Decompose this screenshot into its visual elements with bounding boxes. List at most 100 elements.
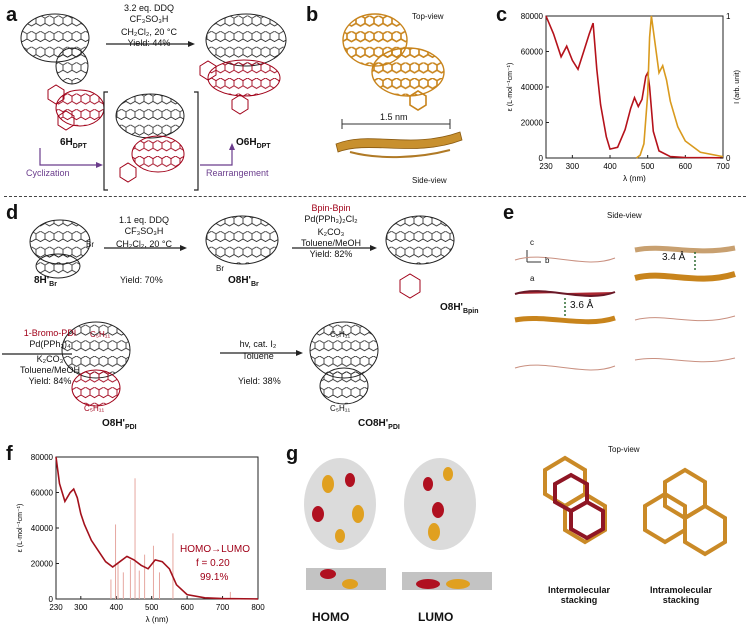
panel-e-axis-c: c [530, 238, 534, 247]
label-alkyl-1: C₅H₁₁ [90, 330, 111, 339]
name-6h: 6H [60, 137, 73, 148]
label-o8h-br: O8H'Br [228, 275, 259, 288]
label-o6h-dpt: O6HDPT [236, 137, 271, 150]
panel-a-structures [20, 13, 287, 191]
x-tick-label: 300 [566, 162, 580, 171]
cond-d2-1: Pd(PPh₃)₂Cl₂ [304, 214, 358, 224]
panel-d-r4: hv, cat. I₂ Toluene [218, 338, 298, 362]
label-co8h-pdi: CO8H'PDI [358, 418, 400, 431]
panel-e-side-view-label: Side-view [607, 211, 642, 220]
x-tick-label: 230 [49, 603, 63, 612]
cond-a-2: CF₃SO₃H [129, 14, 169, 24]
sub-co8h-pdi: PDI [388, 424, 400, 431]
homo-orbital [304, 458, 386, 590]
name-o8h-bpin: O8H' [440, 302, 463, 313]
panel-g-orbitals [304, 458, 492, 590]
panel-d-r1: 1.1 eq. DDQ CF₃SO₃H CH₂Cl₂, 20 °C [104, 215, 184, 250]
panel-f-annot-3: 99.1% [200, 572, 229, 583]
cond-d3-3: Toluene/MeOH [19, 365, 81, 375]
label-o8h-bpin: O8H'Bpin [440, 302, 479, 315]
cond-a-4: Yield: 44% [127, 38, 171, 48]
cond-d4-2: Toluene [242, 351, 274, 361]
y-tick-label: 0 [49, 595, 54, 604]
label-lumo: LUMO [418, 610, 454, 624]
y-tick-label: 80000 [31, 453, 54, 462]
x-tick-label: 600 [679, 162, 693, 171]
molecule-intermediate [103, 91, 199, 191]
label-8h-br: 8H'Br [34, 275, 57, 288]
label-br-1: Br [86, 240, 94, 249]
panel-e-axis-b: b [545, 256, 550, 265]
x-axis-label: λ (nm) [146, 615, 169, 624]
cond-d4-1: hv, cat. I₂ [239, 339, 277, 349]
panel-d-r2: Bpin-Bpin Pd(PPh₃)₂Cl₂ K₂CO₃ Toluene/MeO… [286, 203, 376, 260]
label-6h-dpt: 6HDPT [60, 137, 87, 150]
panel-e-distance-1: 3.4 Å [662, 252, 686, 263]
cond-d1-3: CH₂Cl₂, 20 °C [115, 239, 173, 249]
x-tick-label: 500 [145, 603, 159, 612]
yield-d2: Yield: 82% [309, 249, 353, 259]
yield-d4: Yield: 38% [238, 376, 281, 386]
label-homo: HOMO [312, 610, 350, 624]
name-o6h: O6H [236, 137, 257, 148]
section-divider [4, 196, 746, 197]
y-tick-label: 20000 [31, 560, 54, 569]
label-alkyl-3: C₅H₁₁ [330, 330, 351, 339]
panel-label-e: e [503, 202, 515, 224]
panel-b-structure [335, 13, 463, 159]
lumo-orbital [402, 458, 492, 590]
sub-o8h-bpin: Bpin [462, 308, 479, 315]
panel-e-structure [514, 245, 736, 557]
panel-label-a: a [6, 4, 18, 26]
yield-d1: Yield: 70% [120, 275, 163, 285]
cond-d1-1: 1.1 eq. DDQ [118, 215, 170, 225]
cond-d1-2: CF₃SO₃H [124, 226, 164, 236]
x-tick-label: 230 [539, 162, 553, 171]
panel-d-r3: 1-Bromo-PDI Pd(PPh₃)₄ K₂CO₃ Toluene/MeOH… [10, 328, 90, 387]
panel-e-distance-2: 3.6 Å [570, 300, 594, 311]
label-br-2: Br [216, 264, 224, 273]
cond-d3-1: Pd(PPh₃)₄ [29, 339, 71, 349]
cond-d3-2: K₂CO₃ [36, 354, 64, 364]
sub-6h: DPT [72, 143, 87, 150]
panel-label-f: f [6, 443, 13, 465]
panel-label-g: g [286, 443, 299, 465]
y2-tick-label: 1 [726, 12, 731, 21]
panel-b-side-view-label: Side-view [412, 176, 447, 185]
label-alkyl-2: C₅H₁₁ [84, 404, 105, 413]
sub-8h-br: Br [49, 281, 57, 288]
sub-o6h: DPT [256, 143, 271, 150]
sub-o8h-br: Br [250, 281, 259, 288]
panel-f-annot-1: HOMO→LUMO [180, 544, 250, 555]
cond-d2-2: K₂CO₃ [317, 227, 345, 237]
panel-d-structures [2, 215, 455, 407]
molecule-o6h-dpt [199, 13, 287, 115]
y-tick-label: 80000 [521, 12, 544, 21]
panel-e-inter-label: Intermolecular stacking [547, 585, 611, 605]
series-line-0 [55, 456, 259, 600]
panel-label-b: b [306, 4, 319, 26]
panel-e-intra-label: Intramolecular stacking [649, 585, 713, 605]
panel-e-top-view-label: Top-view [608, 445, 640, 454]
y-tick-label: 40000 [521, 83, 544, 92]
series-line-1 [635, 15, 724, 159]
y-axis-label: ε (L·mol⁻¹cm⁻¹) [507, 63, 514, 112]
x-tick-label: 400 [603, 162, 617, 171]
name-o8h-br: O8H' [228, 275, 251, 286]
label-rearrangement: Rearrangement [206, 168, 269, 178]
x-tick-label: 700 [716, 162, 730, 171]
reagent-d3: 1-Bromo-PDI [23, 328, 77, 338]
y-tick-label: 40000 [31, 524, 54, 533]
molecule-6h-dpt [20, 13, 105, 131]
plot-frame [545, 15, 724, 159]
panel-label-c: c [496, 4, 508, 26]
x-tick-label: 500 [641, 162, 655, 171]
panel-a-conditions: 3.2 eq. DDQ CF₃SO₃H CH₂Cl₂, 20 °C Yield:… [108, 3, 190, 49]
yield-d3: Yield: 84% [28, 376, 72, 386]
y-tick-label: 60000 [521, 48, 544, 57]
y-tick-label: 0 [539, 154, 544, 163]
label-cyclization: Cyclization [26, 168, 70, 178]
reagent-d2: Bpin-Bpin [311, 203, 351, 213]
y-axis-label: ε (L·mol⁻¹cm⁻¹) [17, 504, 24, 553]
chart-f: 230 300 400 500 600 700 800 0 20000 40000 60000 800… [17, 453, 265, 624]
